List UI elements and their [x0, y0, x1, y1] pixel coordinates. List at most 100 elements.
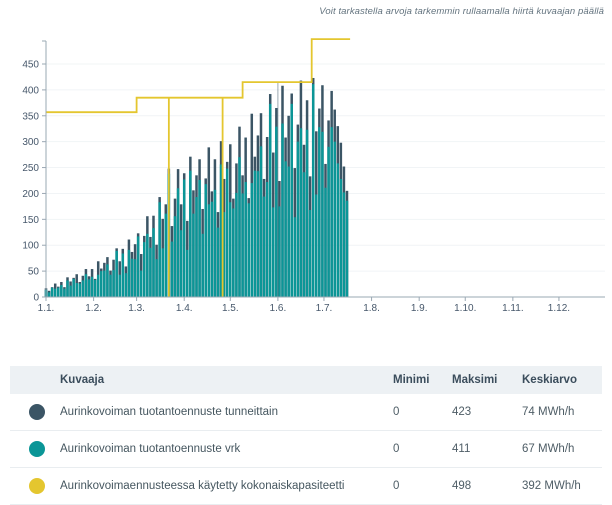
- daily-bar: [207, 204, 211, 297]
- legend-table: Kuvaaja Minimi Maksimi Keskiarvo Aurinko…: [10, 366, 602, 505]
- daily-bar: [66, 280, 69, 297]
- y-axis-label: 150: [22, 215, 39, 226]
- series-max: 498: [452, 480, 472, 492]
- daily-bar: [238, 157, 241, 297]
- solar-forecast-chart[interactable]: 0 50 100 150 200 250 300 350 400 450 1.1. 1.2. 1.3. 1…: [0, 0, 612, 340]
- x-axis-label: 1.1.: [38, 303, 55, 314]
- table-row: Aurinkovoiman tuotantoennuste tunneittai…: [10, 394, 602, 431]
- table-row: Aurinkovoiman tuotantoennuste vrk 0 411 …: [10, 431, 602, 468]
- daily-bar: [115, 250, 118, 297]
- daily-bar: [290, 103, 293, 297]
- header-kuvaaja: Kuvaaja: [60, 374, 105, 386]
- x-axis-label: 1.3.: [128, 303, 145, 314]
- daily-bar: [103, 270, 106, 297]
- daily-bar: [90, 276, 94, 297]
- daily-bar: [195, 197, 198, 297]
- hover-hint-text: Voit tarkastella arvoja tarkemmin rullaa…: [319, 6, 604, 17]
- series-min: 0: [393, 406, 400, 418]
- series-label: Aurinkovoiman tuotantoennuste vrk: [60, 443, 241, 455]
- daily-bar: [318, 127, 321, 298]
- series-avg: 67 MWh/h: [522, 443, 575, 455]
- daily-bar: [106, 264, 109, 297]
- daily-bar: [339, 178, 343, 297]
- daily-bar: [324, 187, 327, 297]
- daily-bar: [57, 287, 60, 297]
- daily-bar: [219, 164, 223, 297]
- table-header-row: Kuvaaja Minimi Maksimi Keskiarvo: [10, 366, 602, 394]
- daily-bar: [281, 123, 284, 298]
- daily-bar: [100, 271, 103, 297]
- y-axis-label: 0: [33, 293, 39, 304]
- series-label: Aurinkovoiman tuotantoennuste tunneittai…: [60, 406, 279, 418]
- daily-bar: [121, 253, 125, 297]
- daily-bar: [72, 278, 75, 297]
- x-axis-label: 1.5.: [222, 303, 239, 314]
- daily-bar: [139, 270, 143, 297]
- daily-bar: [204, 184, 207, 297]
- daily-bar: [315, 194, 318, 297]
- daily-bar: [133, 259, 137, 297]
- table-row: Aurinkovoimaennusteessa käytetty kokonai…: [10, 468, 602, 505]
- daily-bar: [192, 213, 195, 297]
- daily-bar: [216, 227, 220, 297]
- daily-bar: [222, 212, 226, 297]
- x-axis-label: 1.2.: [85, 303, 102, 314]
- daily-bar: [333, 141, 336, 297]
- x-axis-label: 1.4.: [176, 303, 193, 314]
- y-axis-label: 450: [22, 60, 39, 71]
- x-axis-label: 1.8.: [363, 303, 380, 314]
- x-axis-label: 1.6.: [270, 303, 287, 314]
- daily-bar: [336, 163, 340, 297]
- daily-bar: [268, 103, 272, 297]
- capacity-step-line: [46, 38, 351, 114]
- daily-bar: [311, 84, 315, 298]
- daily-bar: [75, 283, 78, 297]
- daily-bar: [299, 128, 303, 297]
- daily-bar: [275, 126, 278, 297]
- x-axis-label: 1.7.: [316, 303, 333, 314]
- y-axis-label: 200: [22, 189, 39, 200]
- daily-bar: [152, 228, 155, 297]
- daily-bar: [149, 247, 152, 297]
- daily-bar: [130, 258, 134, 297]
- daily-bar: [109, 274, 112, 297]
- daily-bar: [93, 279, 97, 297]
- daily-bar: [305, 129, 309, 297]
- daily-bar: [210, 201, 214, 297]
- daily-bar: [189, 170, 192, 297]
- daily-bar: [345, 200, 349, 297]
- daily-bar: [127, 249, 131, 297]
- daily-bar: [173, 216, 177, 297]
- daily-bar: [296, 141, 300, 297]
- daily-bar: [136, 236, 140, 297]
- x-axis-label: 1.11.: [502, 303, 524, 314]
- daily-bar: [232, 208, 235, 297]
- series-color-dot-hourly: [29, 404, 45, 420]
- daily-bar: [158, 202, 161, 297]
- daily-bar: [112, 270, 115, 297]
- header-maksimi: Maksimi: [452, 374, 498, 386]
- daily-bar: [250, 183, 254, 297]
- series-min: 0: [393, 443, 400, 455]
- daily-bar: [327, 146, 330, 297]
- daily-bar: [60, 285, 63, 297]
- daily-bar: [342, 192, 346, 297]
- y-axis-label: 50: [28, 267, 40, 278]
- daily-bar: [213, 189, 217, 297]
- daily-bar: [78, 283, 82, 297]
- daily-bar: [265, 182, 269, 297]
- daily-bar: [50, 287, 54, 297]
- daily-bar: [146, 233, 149, 297]
- daily-bar: [302, 172, 306, 297]
- y-axis-label: 400: [22, 85, 39, 96]
- daily-bar: [155, 259, 158, 297]
- daily-bar: [259, 146, 263, 297]
- series-avg: 392 MWh/h: [522, 480, 581, 492]
- daily-bar: [278, 206, 281, 297]
- x-axis-label: 1.10.: [454, 303, 476, 314]
- daily-bar: [53, 288, 57, 297]
- daily-bar: [225, 168, 229, 297]
- daily-bar: [293, 217, 297, 297]
- daily-bar: [284, 161, 287, 297]
- series-label: Aurinkovoimaennusteessa käytetty kokonai…: [60, 480, 345, 492]
